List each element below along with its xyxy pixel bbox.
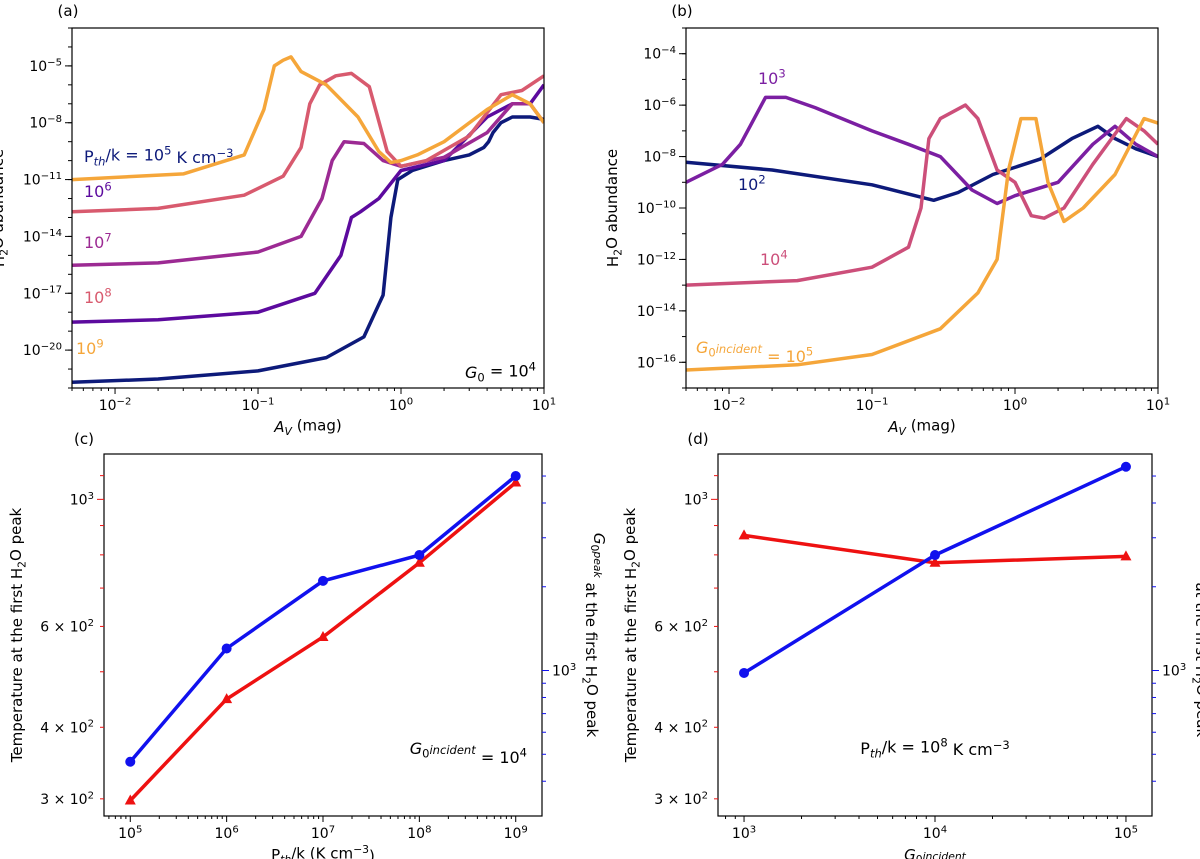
left-tick-label: 6 × 102	[40, 618, 94, 636]
y-tick-label: 10−14	[637, 302, 676, 320]
left-tick-label: 6 × 102	[654, 618, 708, 636]
data-point-left	[929, 556, 941, 567]
series-line-right	[128, 474, 517, 763]
series-label-1: 103	[758, 67, 786, 88]
series-label-3: 108	[84, 286, 112, 307]
y-tick-label: 10−6	[643, 97, 676, 115]
data-point-right	[739, 667, 750, 678]
y-axis-label: H2O abundance	[0, 149, 10, 267]
series-line-right	[743, 465, 1127, 675]
x-axis-label: G0incident	[904, 846, 967, 859]
x-tick-label: 108	[407, 824, 431, 842]
right-tick-label: 103	[1162, 662, 1186, 680]
panel-a: Pth/k = 105 K cm−3 106 107 108 109 10−2 10−1 10…	[0, 2, 556, 438]
axes-frame	[717, 453, 1153, 817]
x-tick-label: 105	[1114, 824, 1138, 842]
panel-b: 102 103 104 G0incident = 105 10−2 10−1 100 101 1…	[603, 2, 1170, 438]
series-label-1: 106	[84, 180, 112, 201]
y-tick-label: 10−16	[637, 354, 676, 372]
series-label-3: G0incident = 105	[696, 338, 813, 366]
series-line-3	[72, 71, 544, 214]
data-point-left	[413, 556, 425, 567]
series-line-1	[686, 95, 1158, 206]
y-tick-label: 10−12	[637, 251, 676, 269]
data-point-left	[1120, 550, 1132, 561]
data-point-right	[221, 643, 232, 654]
x-tick-label: 10−2	[99, 396, 132, 414]
x-tick-label: 10−2	[713, 396, 746, 414]
left-tick-label: 4 × 102	[40, 719, 94, 737]
data-point-right	[1120, 461, 1131, 472]
series-label-2: 104	[760, 248, 788, 269]
y-tick-label: 10−8	[643, 148, 676, 166]
x-tick-label: 101	[532, 396, 556, 414]
right-axis-label: G0peak at the first H2O peak	[1190, 533, 1200, 738]
series-label-0: Pth/k = 105 K cm−3	[84, 143, 233, 168]
x-tick-label: 106	[215, 824, 239, 842]
x-axis-label: AV (mag)	[887, 417, 955, 439]
x-tick-label: 104	[923, 824, 947, 842]
annotation: G0incident = 104	[410, 739, 527, 767]
data-point-right	[510, 471, 521, 482]
series-line-4	[72, 55, 544, 182]
left-axis-label: Temperature at the first H2O peak	[7, 507, 29, 763]
annotation: Pth/k = 108 K cm−3	[860, 735, 1009, 760]
series-line-3	[686, 116, 1158, 372]
x-tick-label: 107	[311, 824, 335, 842]
x-tick-label: 100	[1003, 396, 1027, 414]
x-axis-label: AV (mag)	[273, 417, 341, 439]
y-axis-label: H2O abundance	[603, 149, 625, 267]
panel-label: (c)	[74, 430, 94, 448]
annotation: G0 = 104	[465, 359, 536, 384]
x-tick-label: 10−1	[856, 396, 889, 414]
series-line-0	[686, 124, 1158, 203]
data-point-right	[318, 575, 328, 586]
panel-c: 105 106 107 108 109 3 × 102 4 × 102 6 × 102 103 1…	[7, 430, 608, 859]
series-line-2	[686, 103, 1158, 287]
y-tick-label: 10−8	[29, 114, 62, 132]
data-point-left	[317, 631, 329, 642]
x-axis-label: Pth/k (K cm−3)	[271, 843, 375, 859]
x-tick-label: 101	[1146, 396, 1170, 414]
data-point-left	[738, 529, 750, 540]
x-tick-label: 109	[504, 824, 528, 842]
y-tick-label: 10−20	[23, 342, 62, 360]
panel-label: (b)	[671, 2, 692, 20]
axes-frame	[71, 27, 545, 389]
left-tick-label: 3 × 102	[40, 790, 94, 808]
series-label-4: 109	[76, 337, 104, 358]
x-tick-label: 10−1	[242, 396, 275, 414]
data-point-left	[510, 476, 522, 487]
panel-label: (a)	[58, 2, 79, 20]
panel-label: (d)	[687, 430, 708, 448]
right-axis-label: G0peak at the first H2O peak	[580, 533, 608, 738]
y-tick-label: 10−11	[23, 171, 62, 189]
x-tick-label: 103	[732, 824, 756, 842]
data-point-right	[930, 550, 940, 561]
left-axis-label: Temperature at the first H2O peak	[621, 507, 643, 763]
y-tick-label: 10−17	[23, 285, 62, 303]
x-tick-label: 100	[389, 396, 413, 414]
x-tick-label: 105	[118, 824, 142, 842]
data-point-left	[124, 794, 136, 805]
left-tick-label: 3 × 102	[654, 790, 708, 808]
y-tick-label: 10−14	[23, 228, 62, 246]
y-tick-label: 10−10	[637, 199, 676, 217]
left-tick-label: 103	[70, 491, 94, 509]
panel-d: 103 104 105 3 × 102 4 × 102 6 × 102 103 103 G0in…	[621, 430, 1200, 859]
series-line-2	[72, 102, 544, 268]
left-tick-label: 103	[684, 491, 708, 509]
series-label-0: 102	[738, 173, 766, 194]
left-tick-label: 4 × 102	[654, 719, 708, 737]
y-tick-label: 10−4	[643, 45, 676, 63]
series-label-2: 107	[84, 231, 112, 252]
right-tick-label: 103	[552, 662, 576, 680]
y-tick-label: 10−5	[29, 57, 62, 75]
data-point-right	[125, 756, 136, 767]
data-point-right	[414, 550, 425, 561]
data-point-left	[221, 693, 233, 704]
